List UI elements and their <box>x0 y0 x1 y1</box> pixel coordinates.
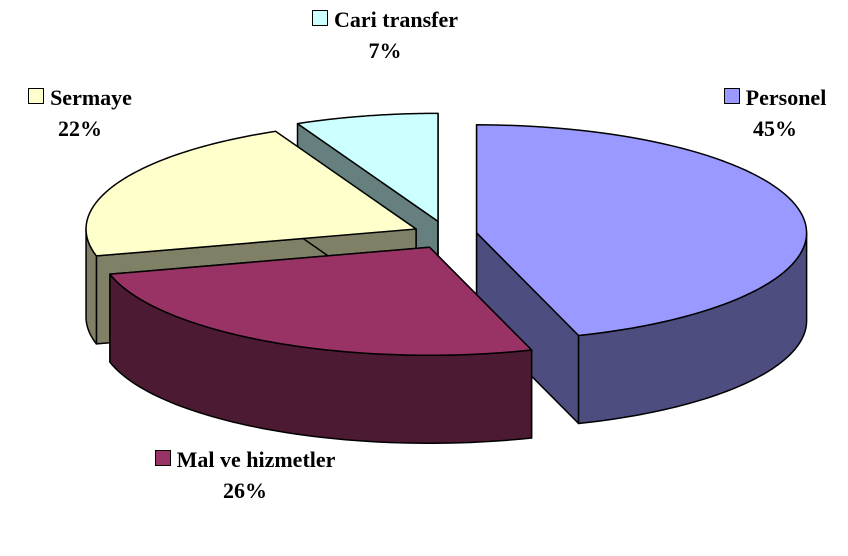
percent-label: 22% <box>58 116 102 141</box>
category-name: Personel <box>745 85 827 110</box>
legend-key <box>154 450 171 466</box>
slice-top <box>109 246 533 357</box>
data-label: Sermaye 22% <box>5 82 155 144</box>
slice-top <box>85 130 417 257</box>
legend-key <box>723 88 740 104</box>
slice <box>475 124 808 425</box>
data-label: Mal ve hizmetler 26% <box>150 444 340 506</box>
slice-top <box>296 112 439 223</box>
legend-key <box>28 88 45 104</box>
category-name: Cari transfer <box>333 7 458 32</box>
slice-top <box>475 124 808 337</box>
legend-key <box>311 10 328 26</box>
data-label: Personel 45% <box>700 82 848 144</box>
category-name: Sermaye <box>50 85 132 110</box>
data-label: Cari transfer 7% <box>300 4 470 66</box>
slice <box>109 246 533 445</box>
percent-label: 45% <box>753 116 797 141</box>
percent-label: 26% <box>223 478 267 503</box>
category-name: Mal ve hizmetler <box>176 447 336 472</box>
percent-label: 7% <box>368 38 402 63</box>
